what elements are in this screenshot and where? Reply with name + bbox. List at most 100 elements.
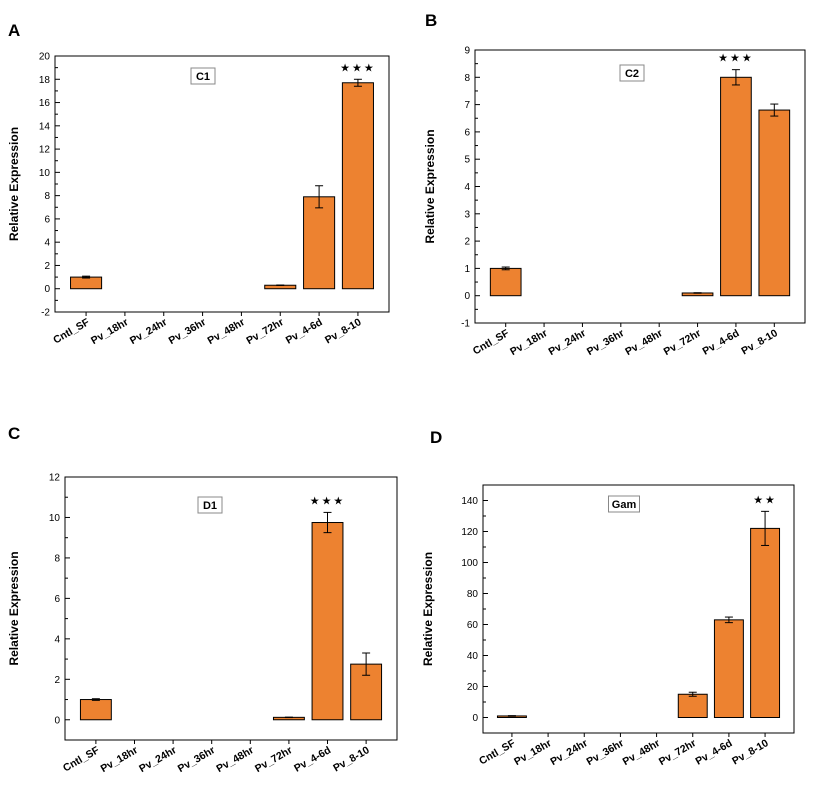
significance-stars: ★★ xyxy=(753,494,777,506)
x-tick-label: Pv_18hr xyxy=(512,737,553,768)
y-tick-label: -2 xyxy=(41,308,50,319)
y-tick-label: 12 xyxy=(49,473,61,484)
chart-c2: -1 0 1 2 3 4 5 6 7 8 9 Cntl_SFPv_18hrPv_24hrPv_36hr… xyxy=(423,46,806,358)
chart-title: Gam xyxy=(612,499,637,511)
chart-title-box xyxy=(619,64,645,82)
y-tick-label: 8 xyxy=(464,73,470,84)
bar xyxy=(341,82,374,290)
panel-letter: D xyxy=(430,428,443,447)
y-tick-label: 1 xyxy=(464,264,470,275)
y-tick-label: 20 xyxy=(467,682,479,693)
bar xyxy=(70,276,103,290)
y-tick-label: 6 xyxy=(44,214,50,225)
y-tick-label: 2 xyxy=(464,237,470,248)
chart-title: C2 xyxy=(625,68,639,80)
chart-c1: -2 0 2 4 6 8 10 12 14 16 18 20 Cntl_SFPv_18hrPv_24hr… xyxy=(7,52,390,347)
bar xyxy=(677,693,708,718)
chart-gam: 020406080100120140Cntl_SFPv_18hrPv_24hrP… xyxy=(421,484,795,768)
y-tick-label: 120 xyxy=(461,527,478,538)
x-tick-label: Pv_72hr xyxy=(662,327,703,358)
y-tick-label: 0 xyxy=(464,291,470,302)
y-tick-label: 3 xyxy=(464,209,470,220)
x-tick-label: Pv_72hr xyxy=(244,316,285,347)
y-tick-label: 6 xyxy=(464,127,470,138)
bar xyxy=(720,76,752,297)
y-tick-label: 5 xyxy=(464,155,470,166)
y-tick-label: 8 xyxy=(54,553,60,564)
plot-frame xyxy=(54,55,390,313)
bar xyxy=(750,527,781,719)
y-tick-label: -1 xyxy=(461,319,470,330)
y-tick-label: 80 xyxy=(467,589,479,600)
x-tick-label: Pv_36hr xyxy=(176,744,217,775)
y-tick-label: 4 xyxy=(54,634,60,645)
x-tick-label: Cntl_SF xyxy=(61,744,102,775)
y-tick-label: 14 xyxy=(39,121,51,132)
y-tick-label: 0 xyxy=(472,713,478,724)
x-tick-label: Cntl_SF xyxy=(471,327,512,358)
y-tick-label: 20 xyxy=(39,52,51,63)
x-tick-label: Cntl_SF xyxy=(51,316,92,347)
x-tick-label: Pv_8-10 xyxy=(739,327,780,357)
y-tick-label: 18 xyxy=(39,75,51,86)
x-tick-label: Pv_18hr xyxy=(89,316,130,347)
y-axis-label: Relative Expression xyxy=(423,129,437,243)
chart-title-box xyxy=(608,495,640,513)
chart-title-box xyxy=(197,496,223,514)
panel-b: B -1 0 1 2 3 4 5 6 7 8 9 Cntl_SF Pv_18hr Pv_24hr Pv_36… xyxy=(408,0,816,402)
bar xyxy=(303,196,336,290)
x-tick-label: Pv_72hr xyxy=(253,744,294,775)
y-axis-label: Relative Expression xyxy=(7,127,21,241)
significance-stars: ★★★ xyxy=(340,62,376,74)
x-tick-label: Pv_36hr xyxy=(167,316,208,347)
y-tick-label: 9 xyxy=(464,46,470,57)
x-tick-label: Cntl_SF xyxy=(477,737,518,768)
panel-letter: A xyxy=(8,21,21,40)
x-tick-label: Pv_48hr xyxy=(206,316,247,347)
y-tick-label: 10 xyxy=(49,513,61,524)
y-tick-label: 2 xyxy=(54,675,60,686)
x-tick-label: Pv_18hr xyxy=(99,744,140,775)
y-tick-label: 6 xyxy=(54,594,60,605)
y-tick-label: 7 xyxy=(464,100,470,111)
chart-title: C1 xyxy=(196,71,210,83)
y-tick-label: 40 xyxy=(467,651,479,662)
bar xyxy=(489,267,522,297)
x-tick-label: Pv_4-6d xyxy=(694,737,735,768)
x-tick-label: Pv_4-6d xyxy=(292,744,333,775)
y-tick-label: 0 xyxy=(44,284,50,295)
plot-frame xyxy=(482,484,795,734)
x-tick-label: Pv_24hr xyxy=(137,744,178,775)
x-tick-label: Pv_8-10 xyxy=(323,316,364,346)
x-tick-label: Pv_36hr xyxy=(585,737,626,768)
x-tick-label: Pv_24hr xyxy=(548,737,589,768)
panel-a: A -2 0 2 4 6 8 10 12 14 16 18 20 Cntl_SF Pv_18hr Pv_24… xyxy=(0,0,408,402)
y-tick-label: 60 xyxy=(467,620,479,631)
x-tick-label: Pv_36hr xyxy=(585,327,626,358)
significance-stars: ★★★ xyxy=(310,495,346,507)
x-tick-label: Pv_4-6d xyxy=(284,316,325,347)
x-tick-label: Pv_72hr xyxy=(657,737,698,768)
panel-c: C 0 2 4 6 8 10 12 Cntl_SF Pv_18hr Pv_24hr Pv_36hr P… xyxy=(0,402,408,805)
y-tick-label: 8 xyxy=(44,191,50,202)
x-tick-label: Pv_8-10 xyxy=(730,737,771,767)
x-tick-label: Pv_18hr xyxy=(508,327,549,358)
x-tick-label: Pv_48hr xyxy=(214,744,255,775)
bar xyxy=(79,699,112,721)
chart-title-box xyxy=(190,67,216,85)
y-tick-label: 12 xyxy=(39,145,51,156)
bar xyxy=(311,522,344,721)
panel-letter: C xyxy=(8,424,21,443)
y-tick-label: 2 xyxy=(44,261,50,272)
y-tick-label: 4 xyxy=(464,182,470,193)
y-axis-label: Relative Expression xyxy=(7,551,21,665)
panel-letter: B xyxy=(425,11,438,30)
x-tick-label: Pv_48hr xyxy=(623,327,664,358)
y-axis-label: Relative Expression xyxy=(421,552,435,666)
panel-d: D 0 20 40 60 80 100 120 140 Cntl_SF Pv_18hr Pv_24h… xyxy=(408,402,816,805)
y-tick-label: 0 xyxy=(54,715,60,726)
x-tick-label: Pv_8-10 xyxy=(331,744,372,774)
y-tick-label: 16 xyxy=(39,98,51,109)
x-tick-label: Pv_24hr xyxy=(128,316,169,347)
x-tick-label: Pv_48hr xyxy=(621,737,662,768)
